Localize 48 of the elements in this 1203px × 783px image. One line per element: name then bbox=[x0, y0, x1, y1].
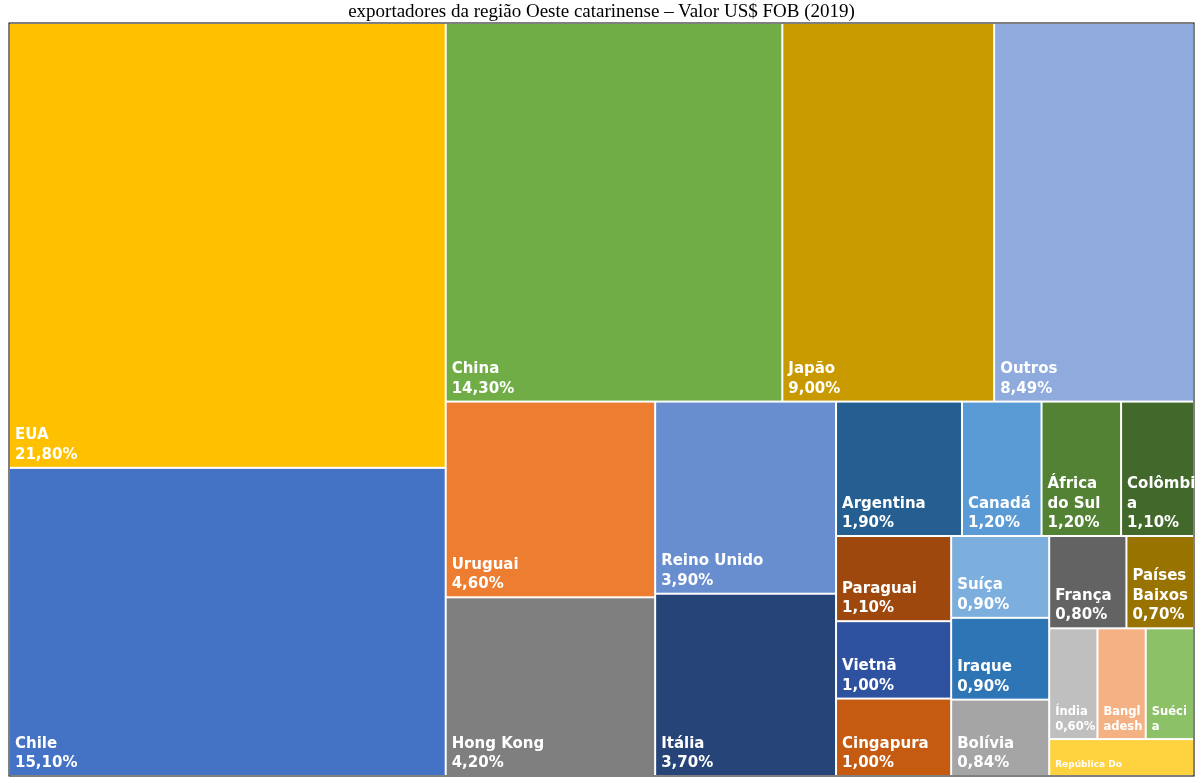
data-label: 8,49% bbox=[1000, 378, 1053, 397]
category-label: Vietnã bbox=[842, 656, 897, 675]
category-label: Colômbia bbox=[1127, 474, 1196, 512]
data-label: 4,60% bbox=[451, 574, 504, 593]
data-label: 0,90% bbox=[957, 594, 1010, 613]
category-label: Canadá bbox=[967, 493, 1031, 512]
category-label: África do Sul bbox=[1047, 473, 1101, 512]
category-label: Suíça bbox=[957, 575, 1003, 594]
category-label: Cingapura bbox=[842, 733, 929, 752]
data-label: 1,00% bbox=[842, 753, 895, 771]
category-label: Bangladesh bbox=[1103, 704, 1143, 734]
category-label: República Do bbox=[1055, 759, 1122, 769]
category-label: Reino Unido bbox=[661, 551, 764, 570]
data-label: 9,00% bbox=[788, 378, 841, 397]
data-label: 15,10% bbox=[15, 753, 78, 771]
category-label: França bbox=[1055, 585, 1112, 604]
category-label: Bolívia bbox=[957, 733, 1015, 752]
data-label: 4,20% bbox=[451, 753, 504, 771]
category-label: Outros bbox=[1000, 359, 1058, 378]
text: exportadores da região Oeste catarinense – Valor US$ FOB (2019) bbox=[348, 0, 855, 22]
category-label: Hong Kong bbox=[451, 733, 545, 752]
data-label: 3,90% bbox=[661, 570, 714, 589]
category-label: Paraguai bbox=[842, 578, 917, 597]
data-label: 0,60% bbox=[1055, 719, 1096, 734]
data-label: 0,90% bbox=[957, 676, 1010, 695]
category-label: Itália bbox=[661, 733, 705, 752]
category-label: Índia bbox=[1055, 703, 1088, 719]
category-label: Uruguai bbox=[451, 554, 519, 573]
category-label: Países Baixos bbox=[1132, 566, 1189, 604]
data-label: 1,20% bbox=[1047, 513, 1100, 532]
category-label: Chile bbox=[15, 733, 58, 752]
data-label: 1,90% bbox=[842, 513, 895, 532]
category-label: EUA bbox=[15, 425, 49, 444]
data-label: 21,80% bbox=[15, 444, 78, 463]
data-label: 1,10% bbox=[842, 598, 895, 617]
data-label: 3,70% bbox=[661, 753, 714, 771]
data-label: 0,84% bbox=[957, 753, 1010, 771]
data-label: 14,30% bbox=[451, 378, 515, 397]
data-label: 1,10% bbox=[1127, 513, 1180, 532]
category-label: Iraque bbox=[957, 657, 1012, 676]
data-label: 0,70% bbox=[1132, 605, 1185, 624]
category-label: China bbox=[451, 359, 500, 378]
category-label: Japão bbox=[787, 359, 836, 378]
data-label: 1,00% bbox=[842, 675, 895, 694]
data-label: 0,80% bbox=[1055, 605, 1108, 624]
category-label: Suécia bbox=[1151, 704, 1187, 734]
data-label: 1,20% bbox=[967, 513, 1021, 532]
category-label: Argentina bbox=[842, 493, 926, 512]
